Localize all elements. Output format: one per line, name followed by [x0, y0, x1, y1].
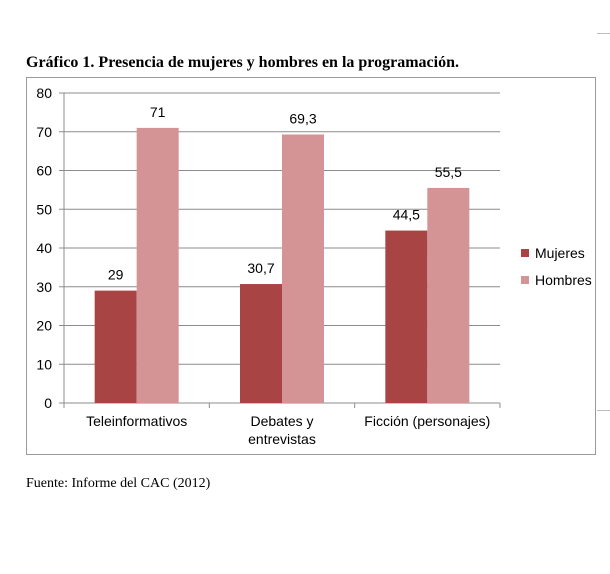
source-note: Fuente: Informe del CAC (2012)	[26, 476, 211, 491]
category-label: Debates y	[250, 413, 313, 429]
legend-label: Hombres	[535, 272, 592, 288]
legend-swatch-hombres	[521, 276, 529, 284]
bar-hombres	[136, 127, 179, 403]
y-tick-label: 20	[36, 318, 52, 334]
y-tick-label: 70	[36, 124, 52, 140]
bar-mujeres	[94, 290, 137, 403]
bar-mujeres	[240, 284, 282, 403]
bar-hombres	[282, 134, 324, 403]
y-tick-label: 60	[36, 163, 52, 179]
data-label: 69,3	[289, 110, 316, 126]
y-tick-label: 40	[36, 240, 52, 256]
legend-swatch-mujeres	[521, 249, 529, 257]
data-label: 29	[108, 267, 124, 283]
page-edge-line	[597, 410, 610, 411]
y-tick-label: 50	[36, 201, 52, 217]
category-label: Ficción (personajes)	[364, 413, 490, 429]
y-tick-label: 10	[36, 356, 52, 372]
data-label: 30,7	[247, 260, 274, 276]
chart-title: Gráfico 1. Presencia de mujeres y hombre…	[26, 54, 459, 71]
category-label: Teleinformativos	[86, 413, 187, 429]
y-tick-label: 80	[36, 85, 52, 101]
bar-mujeres	[385, 230, 428, 403]
data-label: 71	[150, 104, 166, 120]
legend-label: Mujeres	[535, 245, 585, 261]
y-tick-label: 30	[36, 279, 52, 295]
category-label: entrevistas	[248, 431, 316, 447]
data-label: 44,5	[393, 207, 420, 223]
page-edge-line	[597, 33, 610, 34]
data-label: 55,5	[435, 164, 462, 180]
y-tick-label: 0	[44, 395, 52, 411]
bar-hombres	[427, 187, 470, 403]
chart-frame	[26, 77, 596, 455]
